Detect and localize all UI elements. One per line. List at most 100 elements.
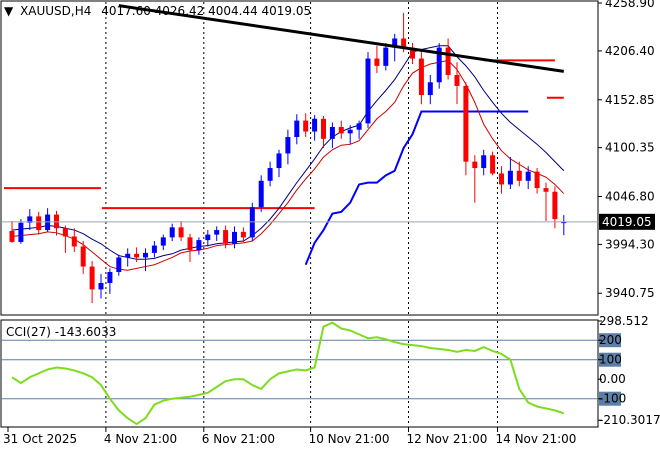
candle-body [436, 47, 442, 83]
candle [214, 226, 220, 242]
candle-body [472, 161, 478, 169]
price-panel[interactable]: ▼ XAUUSD,H4 4017.60 4026.42 4004.44 4019… [0, 0, 599, 316]
candle-body [276, 153, 282, 169]
candle [294, 114, 300, 145]
candle-body [481, 155, 487, 169]
candle-body [71, 236, 77, 247]
cci-level-badge [599, 391, 621, 406]
candle [490, 151, 496, 176]
cci-level-badge [599, 333, 621, 348]
candle-body [62, 228, 68, 237]
trendline-path [118, 4, 565, 73]
candle-body [151, 245, 157, 253]
candle [543, 182, 549, 221]
price-axis[interactable]: 4258.90 4206.40 4152.85 4100.35 4046.80 3994.… [598, 0, 655, 300]
candle [80, 241, 86, 274]
candle-body [18, 222, 24, 242]
candle [552, 186, 558, 229]
candle [427, 74, 433, 105]
cci-panel-frame [0, 319, 599, 428]
candle [401, 12, 407, 53]
candle-body [303, 120, 309, 132]
candle [71, 228, 77, 252]
candle [481, 149, 487, 176]
cci-axis[interactable]: 298.512 200 100 0.00 -100 -210.3017 [598, 314, 660, 427]
cci-panel[interactable]: CCI(27) -143.6033 [0, 319, 599, 428]
candle [303, 113, 309, 138]
candle-body [116, 257, 122, 273]
candle-body [552, 191, 558, 220]
price-panel-frame [0, 0, 599, 316]
candle [312, 115, 318, 141]
candle-body [160, 237, 166, 246]
candle [232, 226, 237, 249]
candle-body [187, 237, 193, 251]
candle [321, 116, 326, 148]
ma-slow-line [11, 45, 565, 260]
symbol-timeframe: XAUUSD,H4 [20, 4, 91, 18]
candle-body [401, 38, 407, 48]
time-axis[interactable]: 31 Oct 2025 4 Nov 21:00 6 Nov 21:00 10 Nov … [1, 426, 598, 446]
candle-body [499, 173, 504, 185]
candle-body [178, 227, 184, 238]
price-tick-label: 4100.35 [605, 141, 655, 155]
price-tick-label: 3940.75 [605, 286, 655, 300]
current-price-badge [599, 213, 655, 230]
candle-body [427, 82, 433, 96]
price-grid [105, 2, 498, 314]
candle-body [329, 126, 335, 139]
candle-body [534, 171, 540, 189]
candle [258, 175, 264, 212]
candle [125, 248, 131, 267]
candle [18, 219, 24, 244]
time-tick-label: 14 Nov 21:00 [496, 432, 577, 446]
time-tick-label: 4 Nov 21:00 [104, 432, 177, 446]
candle-body [338, 126, 344, 134]
candle [151, 241, 157, 258]
candle [285, 129, 291, 165]
candle [223, 225, 229, 249]
candle [374, 45, 380, 74]
candle [178, 220, 184, 242]
candle [383, 43, 389, 71]
candle [347, 125, 353, 145]
header-arrow-icon: ▼ [4, 4, 14, 18]
candle-body [285, 137, 291, 154]
candle-body [143, 252, 148, 258]
candle [205, 230, 211, 247]
cci-tick-label: 0.00 [599, 372, 626, 386]
candle-body [214, 230, 220, 235]
trendline[interactable] [118, 4, 565, 73]
candle-body [27, 216, 33, 223]
candle-body [374, 58, 380, 66]
candle-body [454, 74, 460, 86]
candle-body [463, 85, 469, 162]
candle-body [445, 47, 451, 75]
candle [499, 166, 504, 194]
candle [410, 43, 415, 65]
candle-body [36, 216, 42, 231]
candle [240, 227, 246, 242]
candle [356, 120, 362, 139]
cci-tick-label: 200 [599, 333, 622, 347]
cci-tick-label: -210.3017 [599, 413, 660, 427]
candle [36, 211, 42, 235]
candle [534, 168, 540, 194]
candle [27, 209, 33, 231]
candle [107, 268, 113, 294]
candle [436, 43, 442, 89]
time-tick-label: 12 Nov 21:00 [407, 432, 488, 446]
support-line [304, 110, 529, 266]
candle [134, 247, 140, 262]
candle-body [240, 231, 246, 238]
candle [169, 223, 175, 242]
candle-body [134, 253, 140, 258]
price-tick-label: 4206.40 [605, 44, 655, 58]
candle [187, 233, 193, 262]
candle-body [418, 58, 424, 96]
candle [525, 166, 531, 190]
candle-body [561, 221, 567, 224]
candle-body [543, 188, 549, 192]
candle-body [410, 47, 415, 59]
